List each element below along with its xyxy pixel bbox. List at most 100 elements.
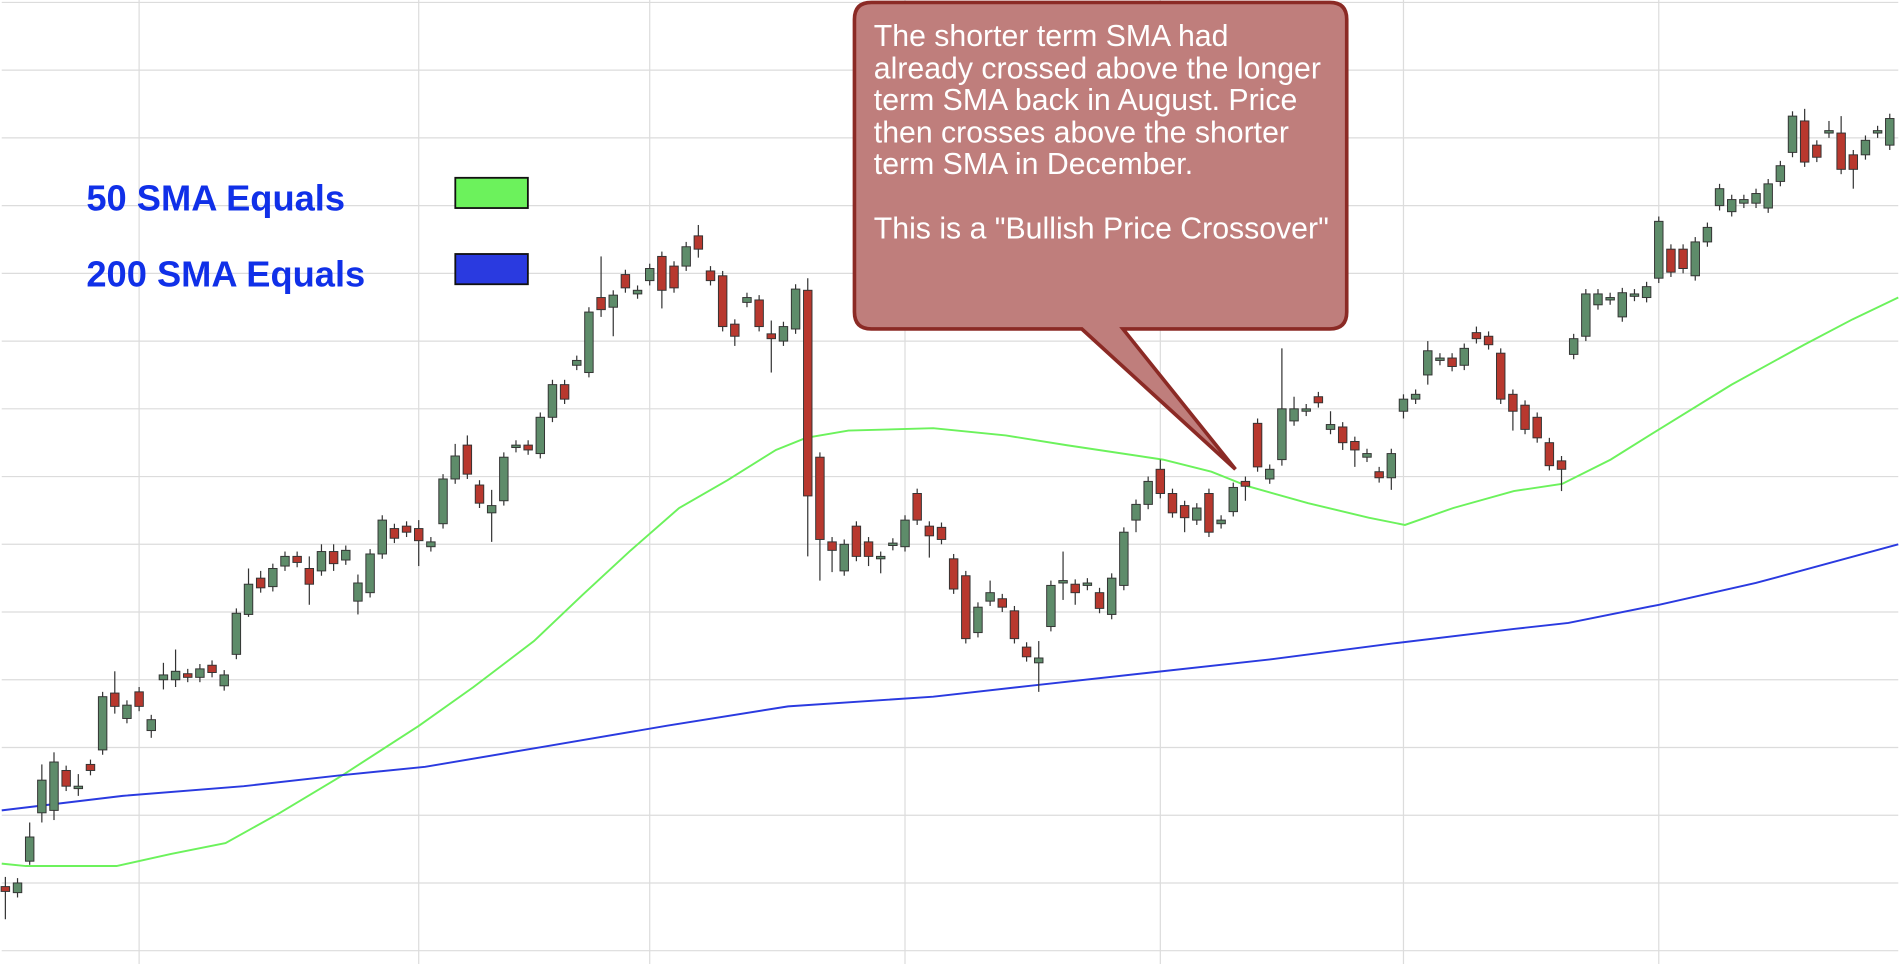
candle-body — [778, 326, 789, 342]
candle-body — [195, 668, 205, 678]
candle-body — [1787, 115, 1798, 153]
candle-body — [924, 525, 935, 537]
candle-body — [462, 444, 473, 475]
candle-body — [24, 836, 35, 862]
candle-body — [1192, 507, 1202, 521]
candle-body — [328, 551, 339, 565]
candle-body — [438, 478, 448, 525]
candle-body — [1581, 293, 1591, 337]
candle-body — [511, 444, 521, 449]
candle-body — [547, 384, 558, 418]
candle-body — [1228, 486, 1238, 513]
candle-body — [1605, 297, 1615, 301]
candle-body — [1386, 453, 1397, 479]
candle-body — [486, 505, 497, 514]
candle-body — [559, 384, 570, 400]
candle-body — [207, 664, 217, 673]
candle-body — [1860, 139, 1871, 156]
candle-body — [681, 246, 691, 267]
candle-body — [1265, 468, 1275, 480]
candle-body — [803, 289, 813, 497]
candle-body — [766, 333, 777, 340]
candle-body — [657, 255, 667, 291]
candle-body — [73, 785, 84, 790]
candle-body — [1398, 398, 1409, 412]
candle-body — [1021, 646, 1032, 658]
candle-body — [389, 528, 400, 539]
legend-swatch — [454, 176, 529, 209]
candle-body — [790, 288, 801, 330]
callout: The shorter term SMA had already crossed… — [852, 0, 1349, 471]
candle-body — [1836, 132, 1846, 170]
candle-body — [1362, 453, 1372, 458]
candle-body — [1714, 188, 1725, 207]
candle-body — [1435, 357, 1445, 361]
candle-body — [608, 294, 618, 308]
candle-body — [450, 455, 460, 480]
candle-body — [1678, 248, 1688, 270]
candle-body — [1654, 220, 1664, 279]
candle-body — [243, 583, 254, 615]
candle-body — [1824, 130, 1834, 134]
candle-body — [1459, 347, 1469, 366]
candle-body — [0, 886, 11, 892]
candle-body — [1812, 144, 1822, 158]
candle-body — [134, 691, 144, 707]
candle-body — [1058, 580, 1068, 584]
candle-body — [742, 297, 752, 303]
candle-body — [1289, 408, 1299, 422]
legend: 50 SMA Equals 200 SMA Equals — [86, 176, 529, 295]
candle-body — [1568, 338, 1579, 355]
candle-body — [231, 612, 242, 655]
annotation: The shorter term SMA had already crossed… — [873, 20, 1321, 182]
candle-body — [1313, 396, 1324, 404]
candle-body — [499, 456, 509, 502]
candle-body — [717, 275, 728, 328]
candle-body — [1252, 422, 1263, 468]
candle-body — [1143, 480, 1153, 505]
candle-body — [401, 525, 412, 533]
candle-body — [183, 673, 193, 678]
candle-body — [1155, 468, 1166, 494]
legend-swatch — [454, 253, 529, 286]
candle-body — [1423, 350, 1433, 376]
candle-body — [1094, 592, 1105, 609]
candle-body — [1082, 582, 1093, 586]
candle-body — [644, 268, 655, 282]
candle-body — [1046, 584, 1056, 628]
candle-body — [61, 769, 71, 787]
candle-body — [414, 528, 424, 542]
candle-body — [827, 541, 837, 551]
candle-body — [1179, 505, 1190, 519]
candle-body — [1544, 442, 1555, 467]
candle-body — [292, 555, 302, 563]
candle-body — [1593, 293, 1603, 306]
candle-body — [158, 674, 169, 681]
candle-body — [572, 359, 582, 366]
candle-body — [632, 289, 643, 295]
candle-body — [620, 274, 631, 289]
candle-body — [1410, 393, 1421, 400]
candle-body — [1325, 424, 1336, 430]
candle-body — [1702, 226, 1713, 243]
candle-body — [985, 592, 995, 602]
candle-body — [1763, 183, 1773, 209]
candle-body — [1131, 503, 1141, 521]
candle-body — [1216, 519, 1226, 525]
candle-body — [1617, 292, 1628, 318]
candle-body — [1119, 531, 1129, 586]
candle-body — [1727, 199, 1737, 213]
candle-body — [1471, 332, 1482, 340]
candle-body — [1483, 335, 1494, 346]
candle-body — [426, 541, 436, 548]
candle-body — [1751, 193, 1761, 204]
candle-body — [875, 555, 886, 560]
candle-body — [49, 761, 59, 811]
candle-body — [353, 582, 363, 602]
candle-body — [1374, 471, 1384, 479]
candle-body — [997, 598, 1007, 608]
candle-body — [705, 270, 716, 282]
candle-body — [888, 542, 898, 546]
candle-body — [1337, 426, 1348, 444]
